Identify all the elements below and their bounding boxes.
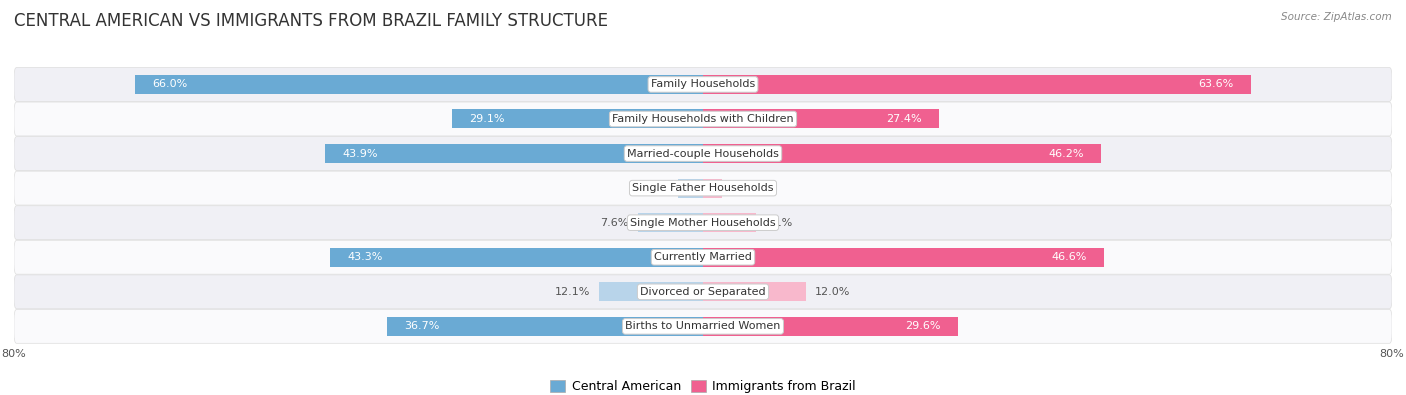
Text: Married-couple Households: Married-couple Households	[627, 149, 779, 158]
Text: Divorced or Separated: Divorced or Separated	[640, 287, 766, 297]
Text: 2.2%: 2.2%	[731, 183, 759, 193]
Text: 46.2%: 46.2%	[1047, 149, 1084, 158]
Text: 2.9%: 2.9%	[641, 183, 669, 193]
Text: Single Father Households: Single Father Households	[633, 183, 773, 193]
Text: 29.6%: 29.6%	[905, 322, 941, 331]
FancyBboxPatch shape	[14, 68, 1392, 102]
Bar	[637, 213, 703, 232]
Bar	[330, 248, 703, 267]
Text: Family Households: Family Households	[651, 79, 755, 89]
Text: 43.9%: 43.9%	[342, 149, 378, 158]
FancyBboxPatch shape	[14, 240, 1392, 274]
Text: Births to Unmarried Women: Births to Unmarried Women	[626, 322, 780, 331]
Text: Single Mother Households: Single Mother Households	[630, 218, 776, 228]
Text: 27.4%: 27.4%	[886, 114, 922, 124]
Text: 43.3%: 43.3%	[347, 252, 382, 262]
Bar	[599, 282, 703, 301]
FancyBboxPatch shape	[14, 102, 1392, 136]
Bar	[703, 248, 1104, 267]
Text: 46.6%: 46.6%	[1052, 252, 1087, 262]
Text: 66.0%: 66.0%	[152, 79, 187, 89]
Bar	[678, 179, 703, 198]
FancyBboxPatch shape	[14, 171, 1392, 205]
FancyBboxPatch shape	[14, 275, 1392, 309]
Text: 63.6%: 63.6%	[1198, 79, 1233, 89]
Bar	[703, 213, 755, 232]
Bar	[325, 144, 703, 163]
Bar	[703, 144, 1101, 163]
Bar	[703, 75, 1251, 94]
Bar	[135, 75, 703, 94]
Text: 12.0%: 12.0%	[815, 287, 851, 297]
Text: CENTRAL AMERICAN VS IMMIGRANTS FROM BRAZIL FAMILY STRUCTURE: CENTRAL AMERICAN VS IMMIGRANTS FROM BRAZ…	[14, 12, 607, 30]
Bar	[703, 109, 939, 128]
Text: 12.1%: 12.1%	[555, 287, 591, 297]
Text: Source: ZipAtlas.com: Source: ZipAtlas.com	[1281, 12, 1392, 22]
Text: 7.6%: 7.6%	[600, 218, 628, 228]
FancyBboxPatch shape	[14, 309, 1392, 343]
Legend: Central American, Immigrants from Brazil: Central American, Immigrants from Brazil	[546, 375, 860, 395]
Text: Currently Married: Currently Married	[654, 252, 752, 262]
Text: 6.1%: 6.1%	[763, 218, 793, 228]
Bar	[387, 317, 703, 336]
Text: 36.7%: 36.7%	[404, 322, 440, 331]
Text: Family Households with Children: Family Households with Children	[612, 114, 794, 124]
Bar	[703, 317, 957, 336]
FancyBboxPatch shape	[14, 206, 1392, 240]
Bar	[703, 179, 721, 198]
FancyBboxPatch shape	[14, 137, 1392, 171]
Text: 29.1%: 29.1%	[470, 114, 505, 124]
Bar	[453, 109, 703, 128]
Bar	[703, 282, 807, 301]
